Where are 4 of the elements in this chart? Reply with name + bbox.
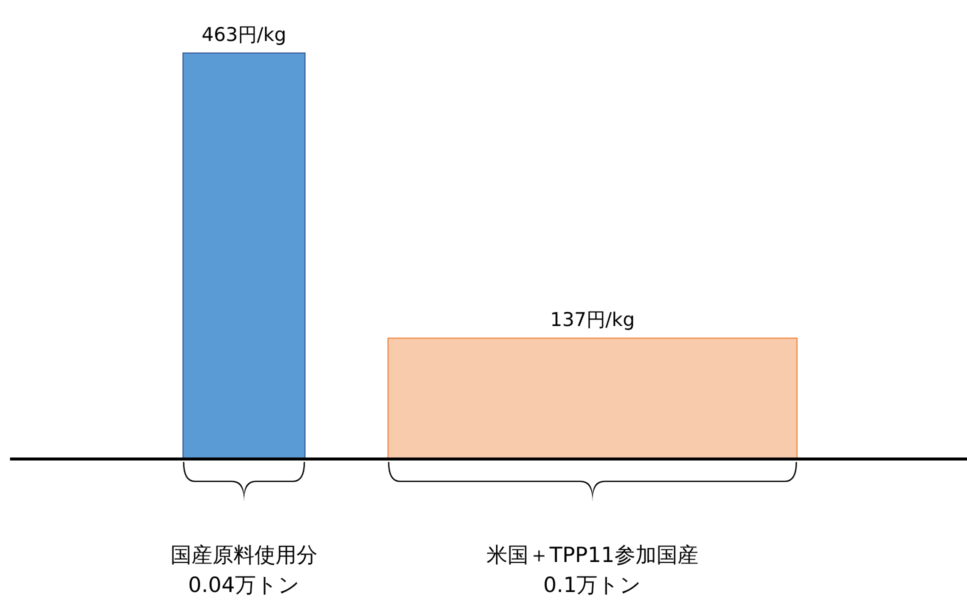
x-tick-label: 国産原料使用分 0.04万トン xyxy=(170,543,318,597)
data-label: 137円/kg xyxy=(550,309,635,332)
x-tick-label: 米国＋TPP11参加国産 0.1万トン xyxy=(486,543,698,597)
data-label: 463円/kg xyxy=(202,24,286,46)
